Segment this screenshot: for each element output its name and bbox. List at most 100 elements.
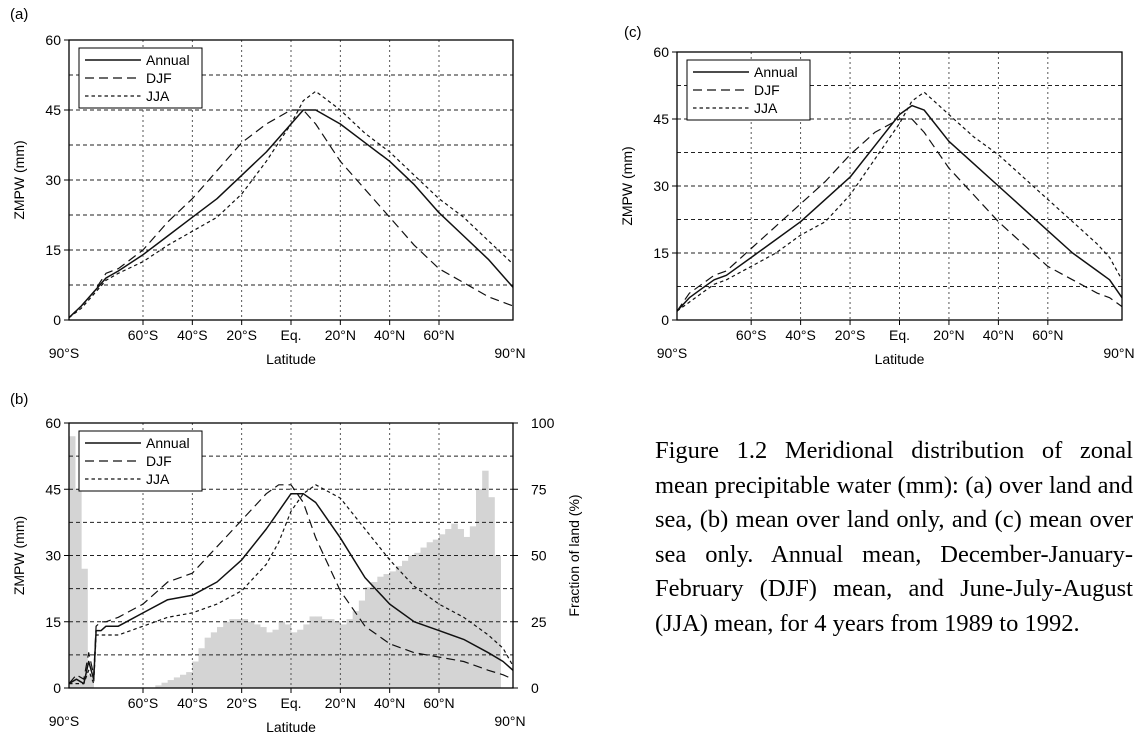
land-fraction-bar	[402, 560, 409, 688]
land-fraction-bar	[432, 539, 440, 688]
x-tick-label: 40°S	[785, 327, 816, 343]
land-fraction-bar	[229, 619, 236, 688]
x-tick-label: 60°N	[423, 695, 454, 711]
x-end-label-north: 90°N	[494, 713, 525, 729]
land-fraction-bar	[303, 624, 310, 688]
legend-label-djf: DJF	[754, 82, 780, 98]
legend-label-jja: JJA	[146, 471, 170, 487]
land-fraction-bar	[340, 624, 347, 688]
land-fraction-bar	[192, 661, 199, 688]
land-fraction-bar	[346, 619, 353, 688]
series-line-annual	[676, 104, 1123, 312]
panel-label-c: (c)	[624, 24, 642, 41]
y-tick-label: 30	[45, 548, 61, 564]
x-tick-label: 60°N	[423, 327, 454, 343]
x-axis-label: Latitude	[266, 351, 316, 367]
legend-label-annual: Annual	[146, 52, 190, 68]
land-fraction-bar	[198, 648, 205, 688]
land-fraction-bar	[457, 529, 464, 688]
legend-label-annual: Annual	[146, 435, 190, 451]
legend-label-annual: Annual	[754, 64, 798, 80]
series-line-annual	[68, 109, 514, 319]
land-fraction-bar	[365, 587, 372, 688]
land-fraction-bar	[315, 616, 323, 688]
land-fraction-bar	[204, 637, 212, 688]
y-tick-label: 0	[661, 312, 669, 328]
legend-label-jja: JJA	[754, 100, 778, 116]
x-tick-label: 20°S	[226, 327, 257, 343]
y-tick-label: 60	[653, 44, 669, 60]
chart-b-svg: 0 15 30 45 60 0 25 50 75 100 Fraction of land (%) 6…	[11, 415, 582, 735]
land-fraction-bar	[469, 526, 477, 688]
chart-c: (c) 0 15 30 45 60 60°S 40°S 20°S Eq. 20°N 40°N 60°N…	[610, 20, 1139, 380]
series-line-jja	[68, 90, 514, 319]
x-tick-label: 20°N	[325, 695, 356, 711]
x-end-label-north: 90°N	[494, 345, 525, 361]
land-fraction-bar	[186, 672, 193, 688]
series-line-djf	[676, 118, 1123, 312]
x-tick-label: 60°N	[1032, 327, 1063, 343]
chart-c-svg: 0 15 30 45 60 60°S 40°S 20°S Eq. 20°N 40°N 60°N 90°S…	[619, 44, 1135, 367]
x-tick-label: Eq.	[280, 327, 301, 343]
land-fraction-bar	[217, 627, 224, 688]
y-tick-label: 15	[45, 242, 61, 258]
land-fraction-bar	[358, 600, 366, 688]
x-tick-label: 40°N	[374, 327, 405, 343]
y-tick-label: 45	[45, 102, 61, 118]
x-end-label-south: 90°S	[49, 713, 80, 729]
panel-label-b: (b)	[10, 391, 29, 408]
y-axis-label: ZMPW (mm)	[619, 146, 635, 225]
land-fraction-bar	[266, 632, 273, 688]
figure-caption: Figure 1.2 Meridional distribution of zo…	[655, 437, 1133, 637]
land-fraction-bar	[81, 568, 88, 688]
land-fraction-bar	[309, 616, 316, 688]
land-fraction-bar	[272, 629, 279, 688]
x-end-label-south: 90°S	[657, 345, 688, 361]
land-fraction-bar	[451, 523, 458, 688]
legend-label-jja: JJA	[146, 88, 170, 104]
land-fraction-bar	[155, 685, 162, 688]
x-axis-label: Latitude	[875, 351, 925, 367]
x-tick-label: 60°S	[736, 327, 767, 343]
land-fraction-bar	[420, 547, 427, 688]
land-fraction-bar	[235, 619, 242, 688]
land-fraction-bar	[414, 552, 421, 688]
y-axis-label: ZMPW (mm)	[11, 140, 27, 219]
series-line-djf	[68, 484, 514, 684]
y2-tick-label: 25	[531, 614, 547, 630]
x-tick-label: 40°N	[374, 695, 405, 711]
land-fraction-bar	[408, 555, 415, 688]
land-fraction-bar	[371, 582, 378, 688]
legend-label-djf: DJF	[146, 453, 172, 469]
land-fraction-bar	[439, 534, 446, 688]
x-tick-label: 20°S	[226, 695, 257, 711]
x-end-label-south: 90°S	[49, 345, 80, 361]
series-line-djf	[68, 109, 514, 319]
land-fraction-bar	[488, 497, 495, 688]
land-fraction-bar	[254, 624, 261, 688]
x-axis-label: Latitude	[266, 719, 316, 735]
land-fraction-bar	[87, 674, 94, 688]
land-fraction-bar	[426, 542, 434, 688]
land-fraction-bar	[173, 677, 181, 688]
land-fraction-bar	[377, 576, 384, 688]
land-fraction-bar	[161, 682, 168, 688]
chart-a: (a) 0 15 30 45 60 60°S 40°S 20°S Eq. 20°N 40°N 60°N…	[0, 0, 540, 380]
land-fraction-bar	[241, 619, 249, 688]
land-fraction-bar	[352, 611, 360, 688]
x-tick-label: 40°S	[177, 695, 208, 711]
land-fraction-bar	[482, 470, 489, 688]
land-fraction-bar	[297, 629, 304, 688]
y2-tick-label: 75	[531, 481, 547, 497]
y-tick-label: 0	[53, 312, 61, 328]
y-axis-label: ZMPW (mm)	[11, 516, 27, 595]
y2-tick-label: 0	[531, 680, 539, 696]
y-tick-label: 60	[45, 415, 61, 431]
chart-b: (b) 0 15 30 45 60 0 25 50 75 100 Fraction of land …	[0, 385, 600, 740]
land-fraction-bar	[463, 536, 471, 688]
land-fraction-bar	[167, 680, 175, 688]
x-tick-label: Eq.	[280, 695, 301, 711]
y-tick-label: 15	[45, 614, 61, 630]
x-tick-label: 40°S	[177, 327, 208, 343]
y-tick-label: 45	[45, 481, 61, 497]
